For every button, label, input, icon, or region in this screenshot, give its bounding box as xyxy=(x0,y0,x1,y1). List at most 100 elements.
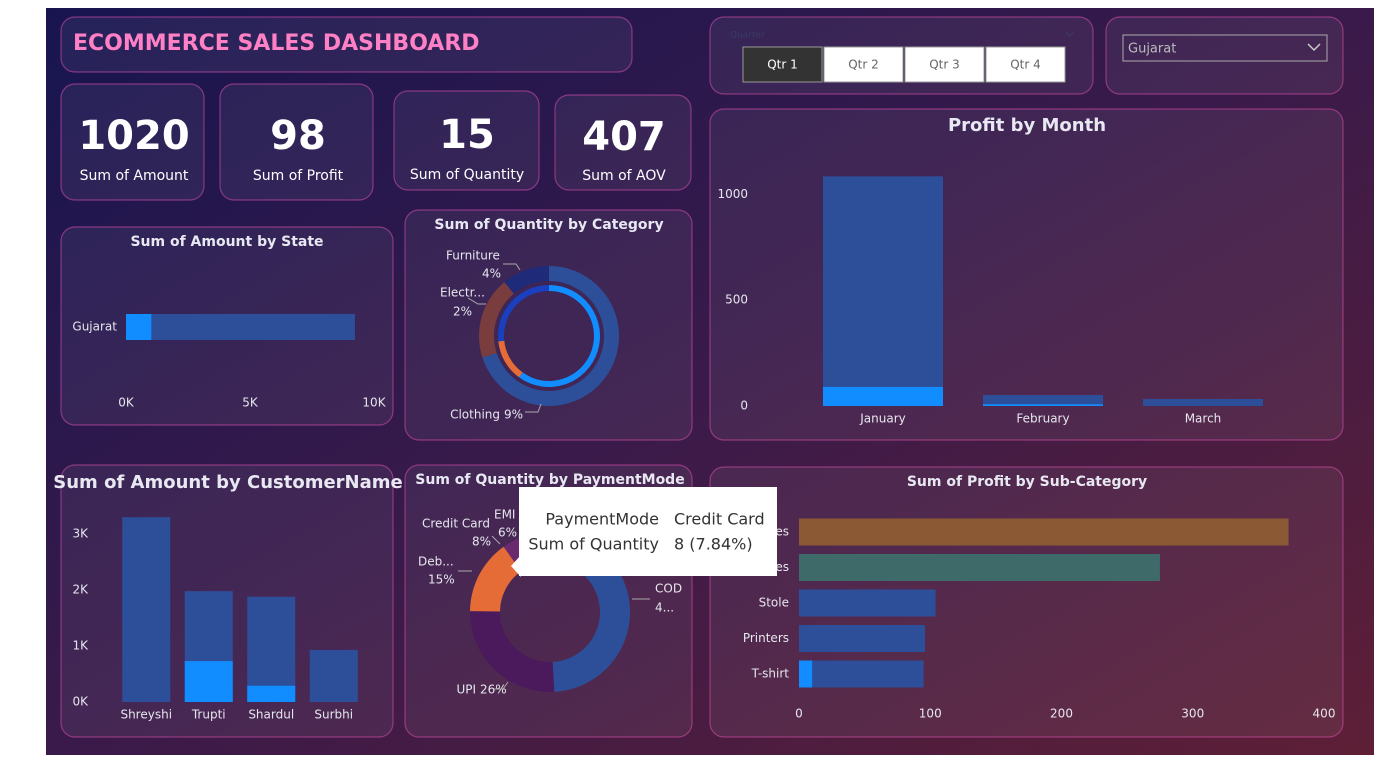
bar xyxy=(983,404,1103,406)
chart-title: Profit by Month xyxy=(948,115,1106,136)
slicer-button[interactable] xyxy=(742,46,823,83)
bar xyxy=(122,517,171,702)
bar xyxy=(126,314,355,340)
y-tick-label: 500 xyxy=(725,293,748,307)
bar xyxy=(799,589,936,617)
slicer-button-label: Qtr 4 xyxy=(1010,58,1041,72)
bar xyxy=(799,554,1160,581)
donut-slice xyxy=(470,546,522,612)
y-tick-label: Gujarat xyxy=(72,320,117,334)
data-label-category: Clothing xyxy=(450,408,500,422)
donut-slice xyxy=(498,340,523,378)
x-tick-label: 5K xyxy=(242,396,259,410)
donut-slice xyxy=(479,282,514,358)
tooltip-key: Sum of Quantity xyxy=(528,535,659,554)
bar xyxy=(799,518,1289,546)
y-tick-label: 0 xyxy=(740,399,748,413)
kpi-panel xyxy=(60,83,205,201)
data-label-category: UPI xyxy=(456,683,476,697)
bar xyxy=(823,176,943,406)
y-tick-label: T-shirt xyxy=(751,667,790,681)
kpi-panel xyxy=(554,94,692,191)
donut-slice xyxy=(504,266,549,294)
x-tick-label: Shardul xyxy=(248,708,294,722)
bar xyxy=(983,394,1103,406)
y-tick-label: 1K xyxy=(72,639,89,653)
donut-slice xyxy=(470,611,555,693)
bar xyxy=(247,685,296,702)
data-label-value: 6% xyxy=(498,526,517,540)
x-tick-label: 0 xyxy=(795,707,803,721)
data-label-category: Furniture xyxy=(446,249,500,263)
kpi-value: 98 xyxy=(270,113,326,159)
chart-panel xyxy=(709,108,1344,441)
y-tick-label: 3K xyxy=(72,527,89,541)
x-tick-label: Surbhi xyxy=(314,708,353,722)
data-label-value: 2% xyxy=(453,305,472,319)
bar xyxy=(799,625,925,652)
slicer-button[interactable] xyxy=(823,46,904,83)
chart-title: Sum of Profit by Sub-Category xyxy=(907,474,1147,490)
kpi-label: Sum of AOV xyxy=(582,168,666,184)
chart-title: Sum of Amount by CustomerName xyxy=(53,472,402,493)
kpi-panel xyxy=(393,90,540,191)
slicer-button-label: Qtr 1 xyxy=(767,58,798,72)
y-tick-label: es xyxy=(775,525,789,539)
donut-slice xyxy=(498,285,549,342)
slicer-chevron xyxy=(1065,31,1075,37)
x-tick-label: January xyxy=(859,412,906,426)
tooltip-value: Credit Card xyxy=(674,510,765,529)
x-tick-label: 0K xyxy=(118,396,135,410)
chart-title: Sum of Quantity by Category xyxy=(434,217,663,233)
x-tick-label: 10K xyxy=(362,396,386,410)
dropdown-value: Gujarat xyxy=(1128,42,1176,57)
data-label-category: Credit Card xyxy=(422,517,490,531)
data-label-value: 9% xyxy=(504,408,523,422)
slicer-button-label: Qtr 3 xyxy=(929,58,960,72)
slicer-button-label: Qtr 2 xyxy=(848,58,879,72)
y-tick-label: 1000 xyxy=(717,187,748,201)
kpi-label: Sum of Quantity xyxy=(410,167,524,183)
x-tick-label: Trupti xyxy=(191,708,226,722)
bar xyxy=(823,386,943,406)
slicer-button[interactable] xyxy=(904,46,985,83)
chart-title: Sum of Amount by State xyxy=(130,234,323,250)
bar xyxy=(1143,399,1263,406)
chart-panel xyxy=(404,209,693,441)
kpi-label: Sum of Profit xyxy=(253,168,344,184)
data-label-category: COD xyxy=(655,582,682,596)
data-label-category: Electr... xyxy=(440,286,485,300)
bar xyxy=(309,649,358,702)
x-tick-label: March xyxy=(1185,412,1222,426)
title-panel xyxy=(60,16,633,73)
y-tick-label: 0K xyxy=(72,695,89,709)
leader-line xyxy=(491,535,501,545)
data-label-category: Deb... xyxy=(418,555,454,569)
bar xyxy=(247,596,296,702)
dropdown[interactable] xyxy=(1122,34,1328,62)
y-tick-label: Printers xyxy=(743,631,789,645)
tooltip-value: 8 (7.84%) xyxy=(674,535,753,554)
kpi-value: 15 xyxy=(439,112,495,158)
slicer-title: Quarter xyxy=(730,31,765,41)
x-tick-label: 200 xyxy=(1050,707,1073,721)
dropdown-chevron xyxy=(1307,43,1321,52)
charts: Sum of Amount by State Gujarat 0K 5K 10K Sum … xyxy=(53,115,1335,722)
dashboard-title: ECOMMERCE SALES DASHBOARD xyxy=(73,31,480,56)
y-tick-label: es xyxy=(775,560,789,574)
leader-line xyxy=(503,263,521,271)
tooltip-pointer xyxy=(511,555,521,577)
kpi-value: 1020 xyxy=(78,113,189,159)
leader-line xyxy=(525,403,542,413)
slicer-button[interactable] xyxy=(985,46,1066,83)
data-label-value: 4% xyxy=(482,267,501,281)
slicer: Qtr 1 Qtr 2 Qtr 3 Qtr 4 xyxy=(742,46,1066,83)
dropdown-panel xyxy=(1105,16,1344,95)
y-tick-label: Stole xyxy=(759,596,789,610)
x-tick-label: 400 xyxy=(1313,707,1336,721)
bar xyxy=(126,314,152,340)
bar xyxy=(799,660,813,688)
y-tick-label: 2K xyxy=(72,583,89,597)
kpi-label: Sum of Amount xyxy=(80,168,189,184)
leader-line xyxy=(494,681,509,690)
